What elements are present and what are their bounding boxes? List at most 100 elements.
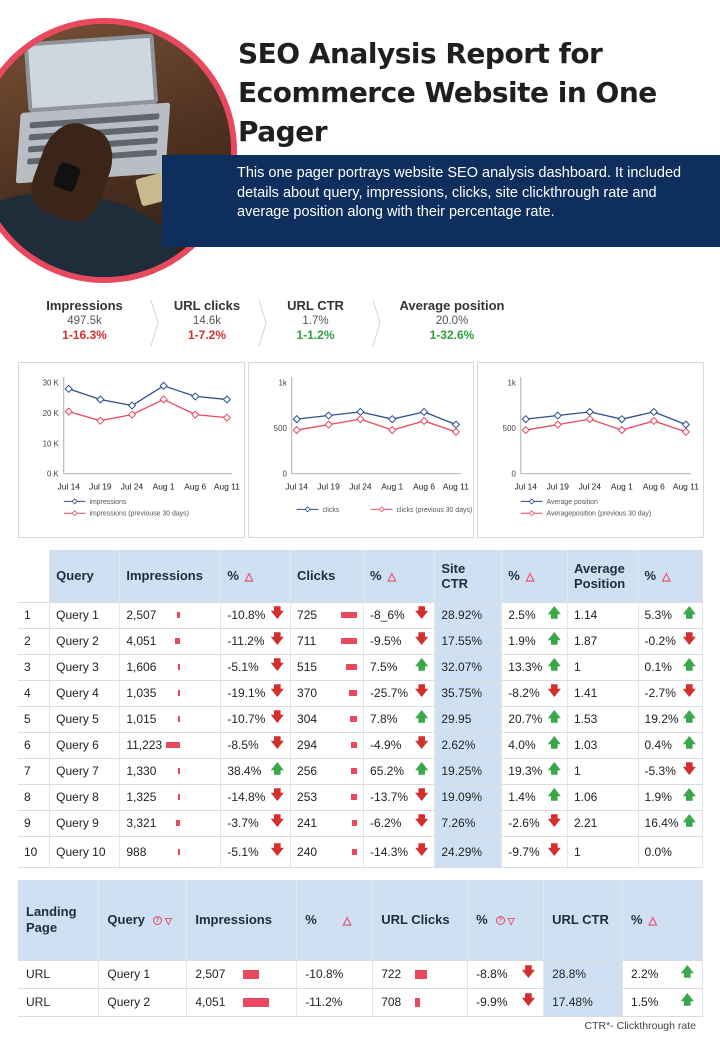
- sort-triangle-icon[interactable]: △: [342, 915, 352, 928]
- position-pct-cell: -2.7% 🡇: [638, 680, 704, 707]
- impressions-bar: [176, 820, 181, 826]
- impressions-cell: 2,507: [119, 602, 222, 629]
- clicks-cell: 515: [290, 654, 365, 681]
- impressions-bar: [178, 664, 181, 670]
- impressions-pct-cell: -10.8% 🡇: [220, 602, 292, 629]
- landing-page-cell[interactable]: URL: [18, 988, 100, 1017]
- sort-triangle-icon[interactable]: ▽: [165, 916, 172, 927]
- impressions-cell: 1,325: [119, 784, 222, 811]
- query-cell: Query 6: [49, 732, 121, 759]
- sort-triangle-icon[interactable]: △: [648, 915, 658, 928]
- y-tick-label: 0 K: [47, 470, 60, 479]
- ctr-pct-cell: 13.3% 🡅: [501, 654, 568, 681]
- arrow-down-icon: 🡇: [414, 787, 429, 802]
- clicks-pct-cell: 7.8% 🡅: [363, 706, 436, 733]
- data-point: [356, 414, 365, 424]
- legend-marker: [528, 498, 535, 505]
- arrow-down-icon: 🡇: [414, 605, 429, 620]
- table-row[interactable]: 1 Query 1 2,507 -10.8% 🡇 725 -8_6% 🡇 28.92% 2.5% 🡅…: [18, 602, 704, 629]
- series-line: [68, 385, 227, 407]
- arrow-down-icon: 🡇: [270, 813, 285, 828]
- average-position-cell: 1: [567, 654, 639, 681]
- table-row[interactable]: 2 Query 2 4,051 -11.2% 🡇 711 -9.5% 🡇 17.55% 1.9% 🡅…: [18, 628, 704, 655]
- position-pct-cell: -0.2% 🡇: [638, 628, 704, 655]
- table-row[interactable]: 8 Query 8 1,325 -14.8% 🡇 253 -13.7% 🡇 19.09% 1.4%…: [18, 784, 704, 811]
- kpi-average-position: Average position 20.0% 1-32.6%: [399, 298, 505, 342]
- table-row[interactable]: 5 Query 5 1,015 -10.7% 🡇 304 7.8% 🡅 29.95 20.7% 🡅 1…: [18, 706, 704, 733]
- arrow-up-icon: 🡅: [682, 787, 696, 802]
- landing-query-cell: Query 1: [98, 960, 188, 989]
- x-tick-label: Aug 6: [184, 482, 206, 492]
- landing-page-cell[interactable]: URL: [18, 960, 100, 989]
- x-tick-label: Aug 6: [413, 482, 435, 492]
- help-icon[interactable]: ?: [495, 916, 505, 926]
- legend-marker: [71, 498, 78, 505]
- help-icon[interactable]: ?: [153, 916, 162, 926]
- sort-triangle-icon[interactable]: △: [387, 571, 397, 584]
- site-ctr-cell: 19.09%: [434, 784, 503, 811]
- ctr-pct-cell: -9.7% 🡇: [501, 836, 568, 868]
- y-tick-label: 1k: [508, 379, 516, 388]
- site-ctr-cell: 2.62%: [434, 732, 503, 759]
- y-tick-label: 0: [282, 470, 287, 479]
- clicks-cell: 304: [290, 706, 365, 733]
- site-ctr-cell: 32.07%: [434, 654, 503, 681]
- clicks-cell: 240: [290, 836, 365, 868]
- col-landing-ctr-pct: % △: [622, 880, 703, 961]
- impressions-pct-cell: 38.4% 🡅: [220, 758, 292, 785]
- table-row[interactable]: URL Query 1 2,507 -10.8% 722 -8.8% 🡇 28.8% 2.2% 🡅: [18, 960, 703, 989]
- data-point: [451, 427, 461, 437]
- row-index: 6: [18, 732, 51, 759]
- sort-triangle-icon[interactable]: ▽: [507, 916, 515, 927]
- impressions-cell: 11,223: [119, 732, 222, 759]
- legend-marker: [378, 506, 385, 513]
- arrow-down-icon: 🡇: [270, 631, 285, 646]
- arrow-up-icon: 🡅: [547, 735, 561, 750]
- arrow-up-icon: 🡅: [414, 709, 429, 724]
- position-pct-cell: 0.0%: [638, 836, 704, 868]
- arrow-up-icon: 🡅: [682, 605, 696, 620]
- col-index: [18, 550, 51, 603]
- x-tick-label: Aug 11: [443, 482, 469, 492]
- col-position-pct: % △: [638, 550, 704, 603]
- x-tick-label: Jul 14: [515, 482, 538, 492]
- col-impressions: Impressions: [119, 550, 222, 603]
- table-row[interactable]: 6 Query 6 11,223 -8.5% 🡇 294 -4.9% 🡇 2.62% 4.0% 🡅 1…: [18, 732, 704, 759]
- table-row[interactable]: URL Query 2 4,051 -11.2% 708 -9.9% 🡇 17.48% 1.5%…: [18, 988, 703, 1017]
- impressions-cell: 1,606: [119, 654, 222, 681]
- table-row[interactable]: 4 Query 4 1,035 -19.1% 🡇 370 -25.7% 🡇 35.75% -8.2…: [18, 680, 704, 707]
- x-tick-label: Aug 1: [381, 482, 403, 492]
- table-row[interactable]: 9 Query 9 3,321 -3.7% 🡇 241 -6.2% 🡇 7.26% -2.6% 🡇 2…: [18, 810, 704, 837]
- data-point: [222, 413, 232, 422]
- data-point: [585, 407, 594, 417]
- impressions-bar: [178, 716, 181, 722]
- landing-clicks-cell: 722: [372, 960, 469, 989]
- row-index: 3: [18, 654, 51, 681]
- clicks-pct-cell: -14.3% 🡇: [363, 836, 436, 868]
- x-tick-label: Aug 11: [214, 482, 240, 492]
- description-text: This one pager portrays website SEO anal…: [237, 165, 682, 220]
- legend-label: clicks: [322, 507, 339, 514]
- sort-triangle-icon[interactable]: △: [662, 571, 671, 584]
- clicks-cell: 725: [290, 602, 365, 629]
- footnote: CTR*- Clickthrough rate: [584, 1020, 696, 1032]
- table-row[interactable]: 10 Query 10 988 -5.1% 🡇 240 -14.3% 🡇 24.29% -9.7%…: [18, 836, 704, 868]
- sort-triangle-icon[interactable]: △: [525, 571, 535, 584]
- clicks-bar: [415, 970, 428, 980]
- legend-label: clicks (previous 30 days): [397, 507, 473, 514]
- data-point: [419, 416, 429, 426]
- clicks-pct-cell: -25.7% 🡇: [363, 680, 436, 707]
- data-point: [451, 420, 461, 429]
- col-clicks: Clicks: [290, 550, 365, 603]
- arrow-down-icon: 🡇: [682, 683, 696, 698]
- legend-label: Average position: [547, 499, 598, 506]
- sort-triangle-icon[interactable]: △: [244, 571, 254, 584]
- y-tick-label: 20 K: [43, 409, 60, 418]
- table-row[interactable]: 3 Query 3 1,606 -5.1% 🡇 515 7.5% 🡅 32.07% 13.3% 🡅 1…: [18, 654, 704, 681]
- table-row[interactable]: 7 Query 7 1,330 38.4% 🡅 256 65.2% 🡅 19.25% 19.3% 🡅…: [18, 758, 704, 785]
- col-average-position: Average Position: [567, 550, 639, 603]
- col-landing-query: Query? ▽: [98, 880, 188, 961]
- x-tick-label: Jul 19: [89, 482, 112, 492]
- impressions-chart: 30 K 20 K 10 K 0 K Jul 14 Jul 19 Jul 24 Aug 1 Au…: [18, 362, 245, 538]
- clicks-pct-cell: -8_6% 🡇: [363, 602, 436, 629]
